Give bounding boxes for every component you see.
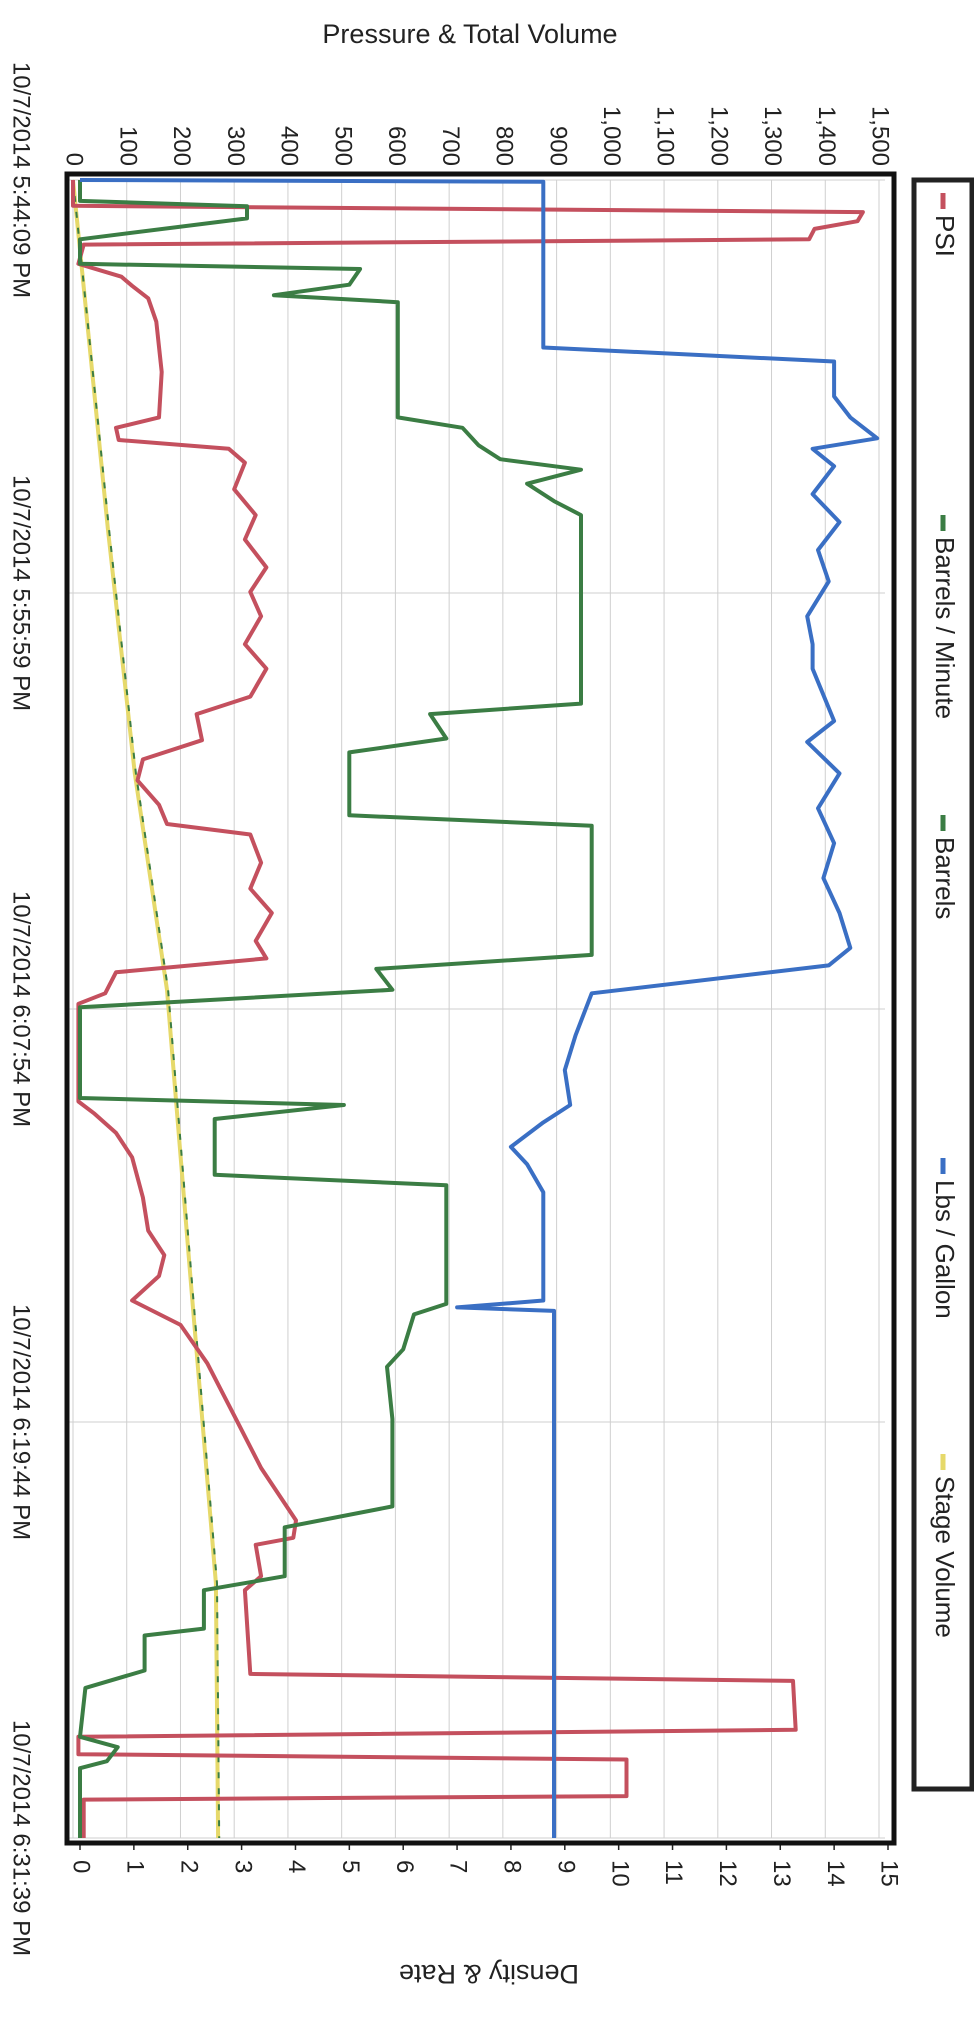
y-tick-label: 1,200 [705,106,732,166]
plot-frame [64,171,897,1846]
rotated-chart: 0 100 200 300 400 500 600 700 800 900 1,000 1,100 1,… [8,62,974,1956]
x-tick-label: 10/7/2014 6:31:39 PM [8,1720,35,1956]
y-tick-label: 200 [168,126,195,166]
series-line [71,180,865,1838]
y-tick-label: 600 [383,126,410,166]
y2-tick-label: 1 [122,1860,149,1873]
x-tick-label: 10/7/2014 6:19:44 PM [8,1304,35,1540]
y2-tick-label: 10 [606,1860,633,1887]
legend-label: PSI [930,215,960,257]
y-tick-label: 400 [276,126,303,166]
y-tick-label: 1,500 [867,106,894,166]
y2-tick-label: 7 [445,1860,472,1873]
legend-label: Lbs / Gallon [930,1180,960,1319]
y2-tick-label: 15 [876,1860,903,1887]
y2-tick-label: 4 [283,1860,310,1873]
y2-axis-title: Density & Rate [399,1959,579,1989]
y-tick-label: 300 [222,126,249,166]
y2-tick-label: 13 [768,1860,795,1887]
y-tick-label: 700 [437,126,464,166]
y-tick-label: 1,300 [759,106,786,166]
legend-label: Stage Volume [930,1476,960,1638]
x-tick-label: 10/7/2014 6:07:54 PM [8,891,35,1127]
y2-tick-label: 6 [391,1860,418,1873]
y2-tick-label: 5 [337,1860,364,1873]
y2-tick-label: 11 [660,1860,687,1885]
legend-label: Barrels / Minute [930,537,960,719]
series-line [71,179,221,1839]
y-tick-label: 1,000 [598,106,625,166]
y2-tick-label: 3 [229,1860,256,1873]
y-tick-label: 1,400 [813,106,840,166]
series-line [72,179,221,1839]
series-line [79,178,880,1838]
y-tick-label: 1,100 [652,106,679,166]
y2-tick-label: 0 [68,1860,95,1873]
y-axis-title: Pressure & Total Volume [322,19,617,49]
y-tick-label: 100 [114,126,141,166]
x-tick-label: 10/7/2014 5:44:09 PM [8,62,35,298]
y-tick-label: 900 [544,126,571,166]
y2-tick-label: 14 [822,1860,849,1887]
y2-tick-label: 8 [499,1860,526,1873]
y2-tick-label: 9 [552,1860,579,1873]
y-tick-label: 500 [329,126,356,166]
y-tick-label: 0 [61,153,88,166]
y2-tick-label: 2 [175,1860,202,1873]
legend-label: Barrels [930,837,960,919]
x-tick-label: 10/7/2014 5:55:59 PM [8,475,35,711]
y-tick-label: 800 [491,126,518,166]
y2-tick-label: 12 [714,1860,741,1887]
legend-box [911,177,974,1792]
series-line [78,180,594,1838]
